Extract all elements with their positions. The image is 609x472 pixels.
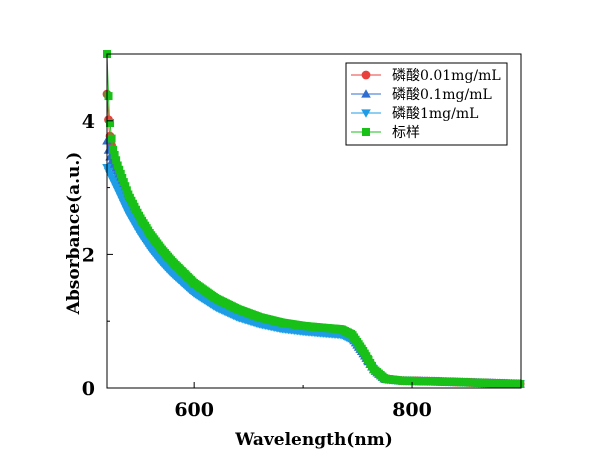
series-3 bbox=[102, 163, 525, 389]
y-tick-label: 2 bbox=[82, 244, 95, 266]
plot-frame bbox=[106, 53, 522, 389]
x-axis-title: Wavelength(nm) bbox=[234, 430, 393, 450]
legend-box bbox=[345, 62, 508, 146]
legend-marker bbox=[361, 89, 371, 98]
legend-label: 磷酸0.01mg/mL bbox=[392, 68, 501, 84]
y-axis-title: Absorbance(a.u.) bbox=[64, 152, 84, 316]
series-3-markers bbox=[102, 163, 525, 389]
x-tick-label: 800 bbox=[392, 399, 432, 421]
legend-label: 磷酸0.1mg/mL bbox=[392, 87, 492, 103]
legend-item: 标样 bbox=[351, 125, 420, 141]
legend-item: 磷酸0.01mg/mL bbox=[351, 68, 501, 84]
legend-marker bbox=[361, 70, 371, 80]
legend-marker bbox=[361, 109, 371, 118]
legend-item: 磷酸1mg/mL bbox=[351, 106, 478, 122]
legend-label: 标样 bbox=[392, 125, 420, 141]
legend: 磷酸0.01mg/mL 磷酸0.1mg/mL 磷酸1mg/mL 标样 bbox=[345, 62, 508, 146]
y-tick-label: 4 bbox=[82, 111, 95, 133]
legend-marker bbox=[362, 128, 370, 136]
legend-label: 磷酸1mg/mL bbox=[392, 106, 478, 122]
y-tick-label: 0 bbox=[82, 378, 95, 400]
legend-item: 磷酸0.1mg/mL bbox=[351, 87, 492, 103]
series-4-line bbox=[106, 53, 522, 385]
x-tick-label: 600 bbox=[174, 399, 214, 421]
series-3-line bbox=[106, 167, 522, 385]
series-4 bbox=[103, 50, 525, 388]
